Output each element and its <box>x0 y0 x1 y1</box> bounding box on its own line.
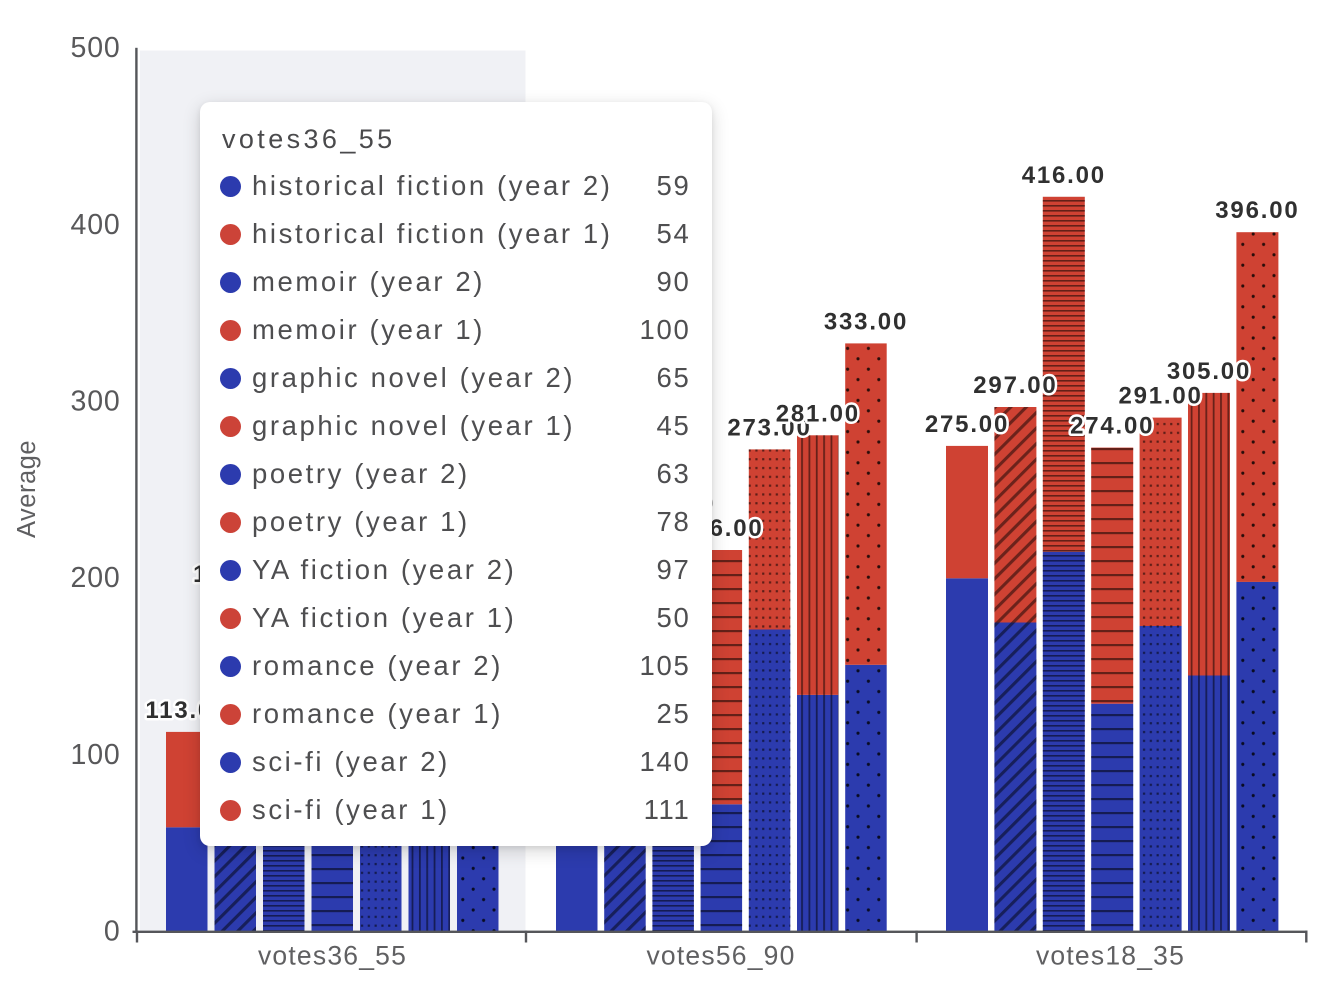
svg-text:400: 400 <box>71 209 121 241</box>
svg-text:305.00: 305.00 <box>1167 358 1251 385</box>
svg-text:274.00: 274.00 <box>1070 413 1154 440</box>
svg-text:200: 200 <box>71 562 121 594</box>
svg-text:275.00: 275.00 <box>925 411 1009 438</box>
svg-text:votes36_55: votes36_55 <box>258 941 407 971</box>
svg-text:273.00: 273.00 <box>727 414 811 441</box>
svg-text:333.00: 333.00 <box>824 308 908 335</box>
svg-text:297.00: 297.00 <box>973 372 1057 399</box>
svg-text:396.00: 396.00 <box>1215 197 1299 224</box>
svg-text:0: 0 <box>104 916 121 948</box>
svg-text:416.00: 416.00 <box>1022 162 1106 189</box>
svg-text:291.00: 291.00 <box>1118 383 1202 410</box>
svg-text:300: 300 <box>71 386 121 418</box>
svg-text:100: 100 <box>71 739 121 771</box>
svg-text:votes56_90: votes56_90 <box>646 941 795 971</box>
svg-text:500: 500 <box>71 32 121 64</box>
svg-text:281.00: 281.00 <box>776 400 860 427</box>
svg-text:votes18_35: votes18_35 <box>1036 941 1185 971</box>
svg-text:Average: Average <box>13 440 41 538</box>
